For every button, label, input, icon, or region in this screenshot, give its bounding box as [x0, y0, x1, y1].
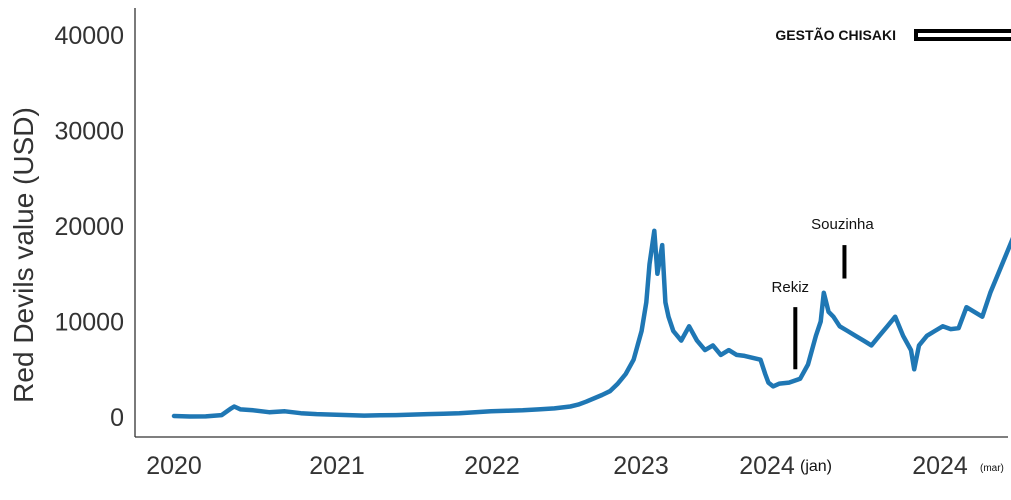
x-tick-label: 2024 [912, 452, 968, 480]
annotation-gestao-label: GESTÃO CHISAKI [775, 26, 896, 43]
y-tick-labels: 0 10000 20000 30000 40000 [54, 22, 124, 432]
x-tick-label: 2021 [309, 452, 365, 480]
series-line [171, 228, 1011, 419]
y-tick-label: 40000 [54, 22, 124, 50]
x-tick-suffix: (mar) [980, 463, 1004, 474]
x-tick-labels: 2020 2021 2022 2023 2024 (jan) 2024 (mar) [146, 452, 1004, 480]
x-tick-label: 2020 [146, 452, 202, 480]
y-tick-label: 10000 [54, 309, 124, 337]
annotations: Rekiz Souzinha GESTÃO CHISAKI [772, 26, 1011, 370]
annotation-rekiz-label: Rekiz [772, 279, 810, 296]
y-tick-label: 20000 [54, 213, 124, 241]
y-tick-label: 0 [110, 404, 124, 432]
x-tick-suffix: (jan) [800, 458, 832, 475]
annotation-souzinha-label: Souzinha [811, 216, 874, 233]
arrow-right-icon [914, 29, 1011, 41]
x-tick-label: 2024 [739, 452, 795, 480]
x-tick-label: 2023 [613, 452, 669, 480]
y-axis-label: Red Devils value (USD) [8, 107, 39, 403]
x-tick-label: 2022 [464, 452, 520, 480]
axes [134, 8, 1008, 438]
y-tick-label: 30000 [54, 118, 124, 146]
